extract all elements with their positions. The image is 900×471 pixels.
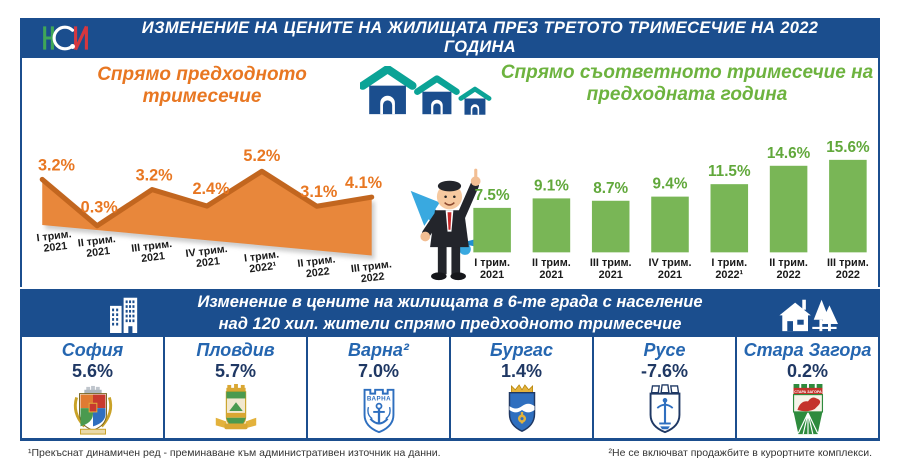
svg-text:8.7%: 8.7% xyxy=(593,180,628,197)
svg-text:7.5%: 7.5% xyxy=(475,187,510,204)
banner-text: Изменение в цените на жилищата в 6-те гр… xyxy=(197,291,702,336)
city-buildings-icon xyxy=(110,297,138,333)
city-value: 1.4% xyxy=(500,360,543,381)
cities-row: София 5.6% Пловдив 5.7% xyxy=(20,337,880,441)
city-name: София xyxy=(61,340,124,360)
header-bar: ИЗМЕНЕНИЕ НА ЦЕНИТЕ НА ЖИЛИЩАТА ПРЕЗ ТРЕ… xyxy=(20,18,880,58)
svg-text:4.1%: 4.1% xyxy=(345,174,383,192)
house-with-trees-icon xyxy=(779,299,838,332)
svg-text:II трим.2022: II трим.2022 xyxy=(297,253,338,281)
city-name: Пловдив xyxy=(196,340,275,360)
svg-text:9.4%: 9.4% xyxy=(653,176,688,193)
city-value: 0.2% xyxy=(786,360,829,381)
svg-text:II трим.2021: II трим.2021 xyxy=(532,257,571,281)
city-value: 7.0% xyxy=(357,360,400,381)
burgas-coat-of-arms xyxy=(508,384,535,433)
svg-text:9.1%: 9.1% xyxy=(534,177,569,194)
city-value: 5.7% xyxy=(214,360,257,381)
svg-text:III трим.2021: III трим.2021 xyxy=(590,257,632,281)
city-card-plovdiv: Пловдив 5.7% xyxy=(165,337,308,438)
charts-section: Спрямо предходното тримесечие Спрямо съо… xyxy=(20,58,880,287)
svg-text:11.5%: 11.5% xyxy=(708,163,751,180)
svg-text:14.6%: 14.6% xyxy=(767,145,811,162)
svg-text:3.1%: 3.1% xyxy=(300,183,338,201)
city-card-sofia: София 5.6% xyxy=(22,337,165,438)
footnote-1: ¹Прекъснат динамичен ред - преминаване к… xyxy=(28,447,441,459)
svg-text:I трим.2021: I трим.2021 xyxy=(474,257,510,281)
svg-text:2.4%: 2.4% xyxy=(193,180,231,198)
nsi-logo xyxy=(43,25,88,51)
svg-text:ВАРНА: ВАРНА xyxy=(366,396,390,403)
svg-text:I трим.2021: I трим.2021 xyxy=(36,228,74,255)
stara-zagora-coat-of-arms: СТАРА ЗАГОРА xyxy=(792,384,823,435)
city-name: Бургас xyxy=(490,340,553,360)
cities-banner: Изменение в цените на жилищата в 6-те гр… xyxy=(20,287,880,337)
city-card-stara-zagora: Стара Загора 0.2% СТАРА ЗАГОРА xyxy=(737,337,878,438)
svg-text:III трим.2021: III трим.2021 xyxy=(131,238,175,266)
banner-line-2: над 120 хил. жители спрямо предходното т… xyxy=(218,315,682,333)
svg-text:II трим.2021: II трим.2021 xyxy=(77,233,118,261)
varna-coat-of-arms: ВАРНА xyxy=(363,389,394,434)
city-name: Русе xyxy=(643,340,686,360)
svg-text:IV трим.2021: IV трим.2021 xyxy=(185,243,230,271)
plovdiv-coat-of-arms xyxy=(215,384,256,430)
footnotes: ¹Прекъснат динамичен ред - преминаване к… xyxy=(20,447,880,459)
area-chart: 3.2%0.3%3.2%2.4%5.2%3.1%4.1%I трим.2021 I… xyxy=(36,147,394,286)
sofia-coat-of-arms xyxy=(73,386,112,435)
city-card-varna: Варна² 7.0% ВАРНА xyxy=(308,337,451,438)
page-title: ИЗМЕНЕНИЕ НА ЦЕНИТЕ НА ЖИЛИЩАТА ПРЕЗ ТРЕ… xyxy=(141,19,819,56)
svg-text:IV трим.2021: IV трим.2021 xyxy=(649,257,692,281)
city-card-burgas: Бургас 1.4% xyxy=(451,337,594,438)
banner-line-1: Изменение в цените на жилищата в 6-те гр… xyxy=(197,292,703,311)
bar-chart: 7.5% I трим. 2021 9.1% II трим. 2021 8.7% III т… xyxy=(473,139,870,281)
svg-text:I трим.2022¹: I трим.2022¹ xyxy=(711,257,747,281)
area-chart-title: Спрямо предходното тримесечие xyxy=(97,64,307,107)
svg-text:3.2%: 3.2% xyxy=(38,156,76,174)
svg-text:0.3%: 0.3% xyxy=(81,199,119,217)
svg-text:15.6%: 15.6% xyxy=(826,139,870,156)
city-value: -7.6% xyxy=(640,360,689,381)
city-card-ruse: Русе -7.6% xyxy=(594,337,737,438)
city-name: Варна² xyxy=(348,340,409,360)
svg-text:СТАРА ЗАГОРА: СТАРА ЗАГОРА xyxy=(794,390,822,394)
svg-text:III трим.2022: III трим.2022 xyxy=(827,257,869,281)
bar-chart-title: Спрямо съответното тримесечие на предход… xyxy=(500,62,874,105)
city-name: Стара Загора xyxy=(743,340,872,360)
ruse-coat-of-arms xyxy=(649,384,680,434)
svg-text:II трим.2022: II трим.2022 xyxy=(769,257,808,281)
footnote-2: ²Не се включват продажбите в курортните … xyxy=(608,447,872,459)
city-value: 5.6% xyxy=(71,360,114,381)
svg-text:III трим.2022: III трим.2022 xyxy=(350,258,394,286)
svg-text:3.2%: 3.2% xyxy=(136,166,174,184)
svg-text:I трим.2022¹: I трим.2022¹ xyxy=(243,248,281,275)
svg-text:5.2%: 5.2% xyxy=(243,147,281,165)
businessman-illustration xyxy=(410,168,491,281)
